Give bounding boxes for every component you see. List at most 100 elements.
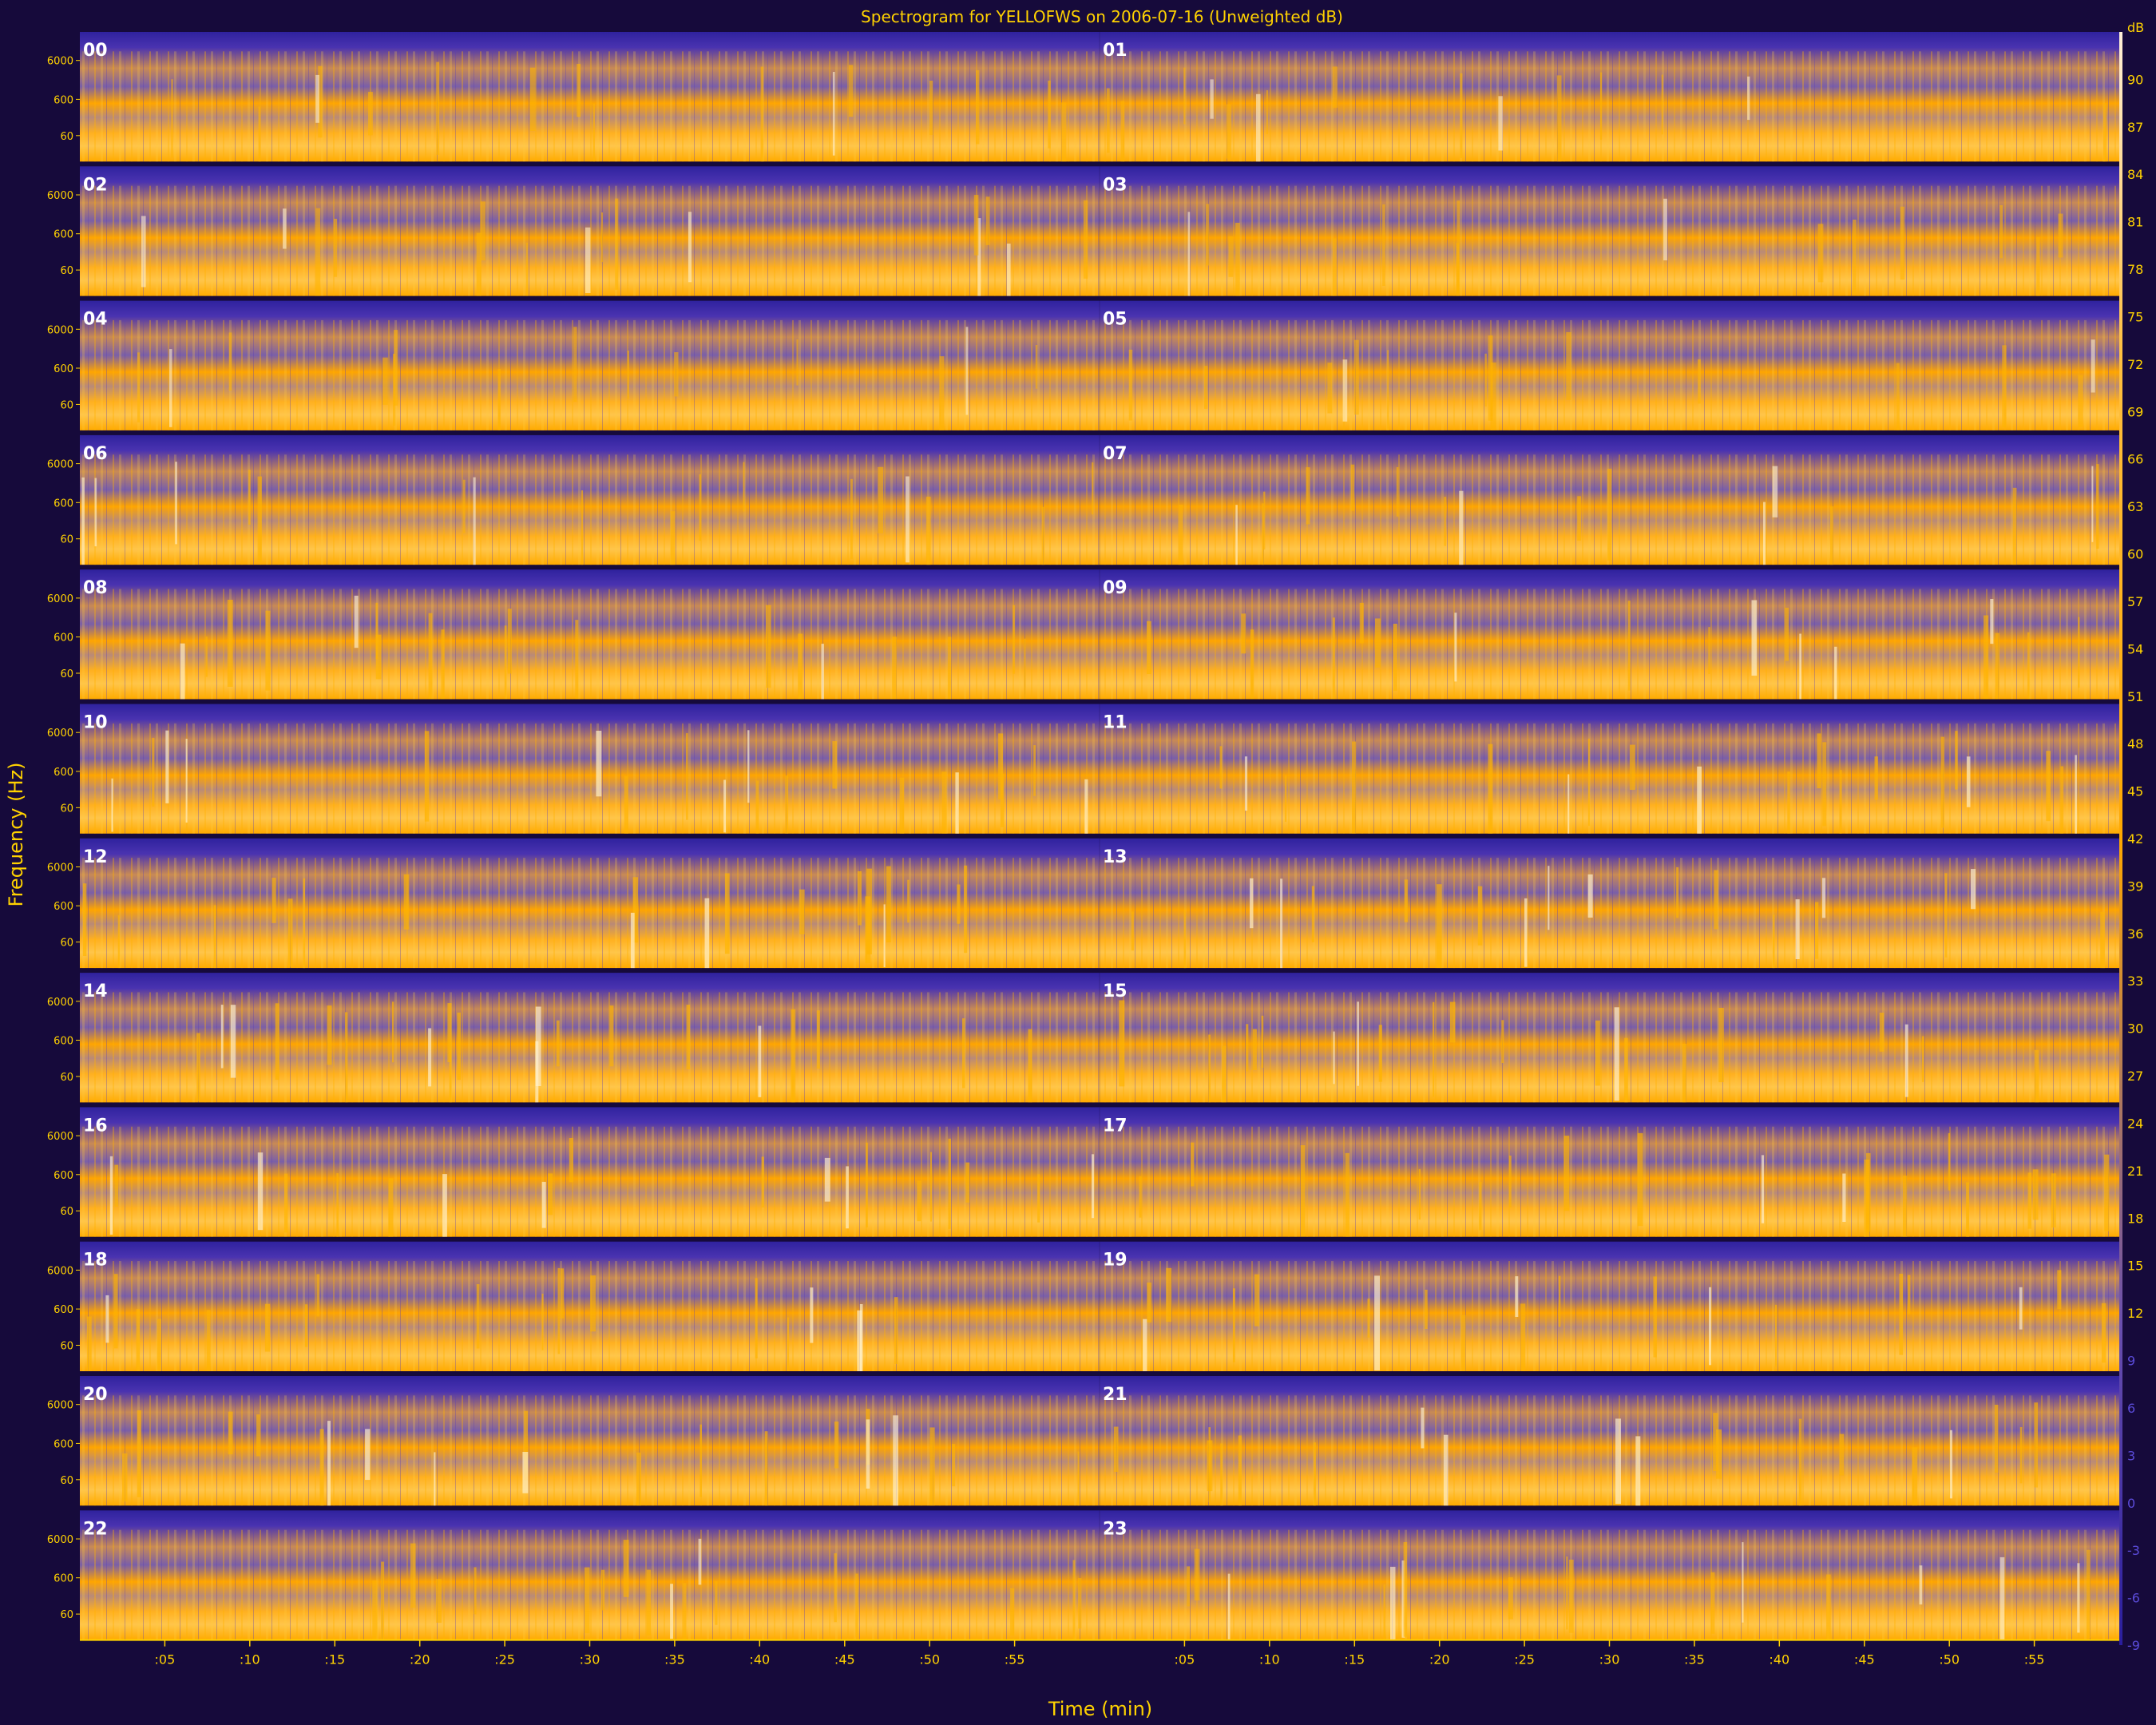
sound-event [152,737,155,807]
sound-event [878,466,884,533]
spectrogram-row: 12 13 6000 600 60 [47,838,2119,969]
sound-event [1587,874,1593,918]
sound-event [392,1001,394,1063]
sound-event [791,1009,796,1103]
colorbar-tick-label: 57 [2127,594,2143,609]
sound-event [304,1304,308,1347]
sound-event [1697,766,1702,834]
sound-event [1785,607,1789,661]
sound-event [157,1319,162,1371]
sound-event [441,629,445,700]
sound-event [575,620,579,700]
sound-event [1940,736,1944,828]
hour-label: 21 [1103,1385,1128,1405]
y-tick-label: 6000 [47,593,73,605]
x-tick-label: :20 [1429,1652,1450,1668]
sound-event [1235,223,1240,296]
sound-event [442,1174,447,1237]
sound-event [1454,613,1457,682]
sound-event [1311,886,1314,942]
colorbar-tick-label: 81 [2127,215,2143,230]
sound-event [2091,339,2095,393]
sound-event [457,1012,461,1081]
sound-event [821,644,824,700]
sound-event [764,1431,768,1506]
colorbar-tick-label: 63 [2127,499,2143,514]
sound-event [1653,1276,1657,1358]
sound-event [1327,363,1333,414]
sound-event [1479,1181,1482,1231]
sound-event [382,357,388,405]
sound-event [1718,1008,1724,1083]
colorbar-tick-label: 21 [2127,1164,2143,1179]
sound-event [962,1018,965,1089]
hour-label: 15 [1103,981,1128,1001]
y-tick-label: 6000 [47,1534,73,1546]
sound-event [1183,67,1186,125]
sound-event [336,1173,339,1237]
colorbar-tick-label: 60 [2127,547,2143,562]
sound-event [1912,1447,1918,1506]
sound-event [1262,491,1266,550]
hour-label: 12 [83,847,108,867]
sound-event [1024,638,1026,700]
y-tick-label: 60 [60,1341,73,1353]
sound-event [1742,1542,1744,1623]
sound-event [1498,96,1503,151]
sound-event [1566,332,1571,400]
sound-event [1375,618,1381,668]
sound-event [1077,1451,1080,1506]
colorbar-tick-label: 39 [2127,878,2143,894]
colorbar-tick-label: 69 [2127,404,2143,419]
sound-event [275,1003,279,1081]
sound-event [573,327,577,402]
spectrogram-texture [80,1261,2119,1371]
sound-event [832,72,835,156]
sound-event [1183,910,1186,969]
sound-event [284,1173,288,1233]
y-tick-label: 600 [54,229,73,241]
sound-event [1280,878,1283,969]
sound-event [2034,1049,2039,1103]
sound-event [1798,1418,1802,1506]
sound-event [365,1429,371,1481]
y-tick-label: 6000 [47,1400,73,1412]
sound-event [303,878,306,969]
sound-event [1488,335,1493,421]
sound-event [1382,204,1385,286]
sound-event [1332,617,1335,700]
sound-event [1459,490,1464,565]
y-tick-label: 600 [54,1170,73,1182]
sound-event [1817,224,1824,283]
y-tick-label: 600 [54,1036,73,1048]
hour-label: 17 [1103,1116,1128,1136]
colorbar-tick-label: 51 [2127,689,2143,704]
sound-event [1501,1020,1504,1064]
sound-event [1166,1267,1172,1322]
y-tick-label: 60 [60,1072,73,1084]
colorbar-tick-label: 84 [2127,167,2143,182]
sound-event [1834,646,1837,700]
sound-event [1999,1556,2005,1640]
sound-event [117,914,120,969]
sound-event [1207,1440,1213,1492]
sound-event [1815,902,1819,959]
sound-event [1220,1443,1223,1506]
sound-event [683,1583,687,1640]
sound-event [1966,1182,1969,1237]
sound-event [2012,487,2017,565]
sound-event [1262,503,1264,565]
spectrogram-row: 20 21 6000 600 60 [47,1376,2119,1506]
sound-event [1922,1036,1924,1082]
sound-event [601,1569,605,1611]
colorbar-label: dB [2127,20,2144,35]
x-tick-label: :50 [919,1652,940,1668]
sound-event [1000,773,1005,827]
sound-event [674,352,679,397]
sound-event [1761,1155,1765,1223]
sound-event [169,349,172,427]
hour-label: 00 [83,41,108,61]
sound-event [886,866,891,942]
sound-event [758,1025,762,1097]
